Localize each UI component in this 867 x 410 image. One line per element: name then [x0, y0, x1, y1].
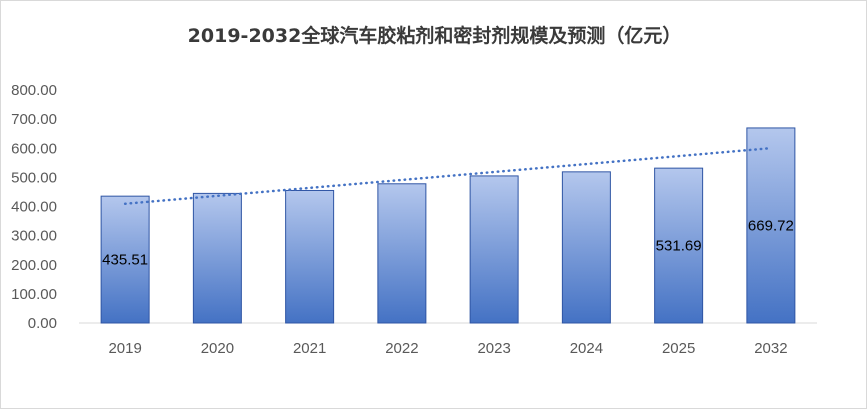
y-tick-label: 200.00 [11, 257, 57, 274]
bar-2024 [561, 171, 611, 324]
chart-title: 2019-2032全球汽车胶粘剂和密封剂规模及预测（亿元） [187, 25, 682, 47]
bar-2022 [377, 183, 427, 324]
x-tick-label: 2020 [201, 340, 234, 357]
x-tick-label: 2021 [293, 340, 326, 357]
y-tick-label: 100.00 [11, 286, 57, 303]
y-tick-label: 0.00 [28, 315, 57, 332]
bar-2021 [285, 189, 335, 324]
bar-2019 [100, 195, 150, 324]
x-tick-label: 2023 [477, 340, 510, 357]
bars [100, 127, 796, 324]
y-axis-ticks: 0.00 100.00 200.00 300.00 400.00 500.00 600.00… [11, 82, 57, 332]
x-tick-label: 2024 [570, 340, 603, 357]
y-tick-label: 600.00 [11, 140, 57, 157]
x-tick-label: 2019 [108, 340, 141, 357]
x-axis-ticks: 2019 2020 2021 2022 2023 2024 2025 2032 [108, 340, 787, 357]
bar-2025 [654, 167, 704, 324]
x-tick-label: 2022 [385, 340, 418, 357]
y-tick-label: 800.00 [11, 82, 57, 99]
bar-2020 [192, 192, 242, 324]
bar-2023 [469, 175, 519, 324]
x-tick-label: 2025 [662, 340, 695, 357]
data-label: 435.51 [102, 252, 148, 269]
data-label: 669.72 [748, 217, 794, 234]
y-tick-label: 700.00 [11, 111, 57, 128]
y-tick-label: 500.00 [11, 169, 57, 186]
data-label: 531.69 [656, 238, 702, 255]
trendline [123, 146, 773, 206]
bar-2032 [746, 127, 796, 324]
y-tick-label: 400.00 [11, 199, 57, 216]
y-tick-label: 300.00 [11, 228, 57, 245]
x-tick-label: 2032 [754, 340, 787, 357]
data-labels: 435.51 531.69 669.72 [102, 217, 794, 268]
